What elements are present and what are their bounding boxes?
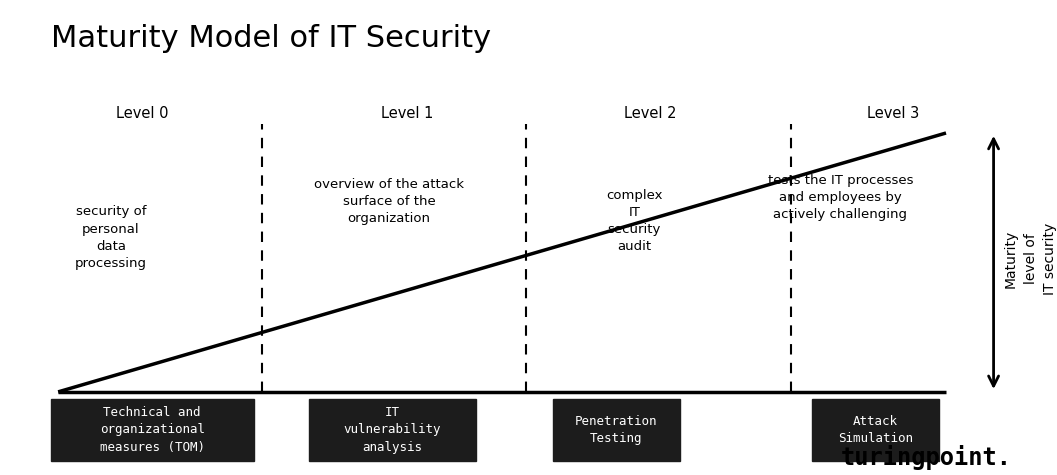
Text: Maturity Model of IT Security: Maturity Model of IT Security	[51, 24, 490, 53]
Text: Level 3: Level 3	[867, 106, 920, 122]
FancyBboxPatch shape	[51, 399, 254, 461]
Text: Level 1: Level 1	[381, 106, 433, 122]
Text: Level 0: Level 0	[116, 106, 169, 122]
FancyBboxPatch shape	[812, 399, 939, 461]
Text: tests the IT processes
and employees by
actively challenging: tests the IT processes and employees by …	[767, 174, 913, 220]
Text: complex
IT
security
audit: complex IT security audit	[606, 189, 663, 253]
FancyBboxPatch shape	[553, 399, 680, 461]
Text: turingpoint.: turingpoint.	[840, 445, 1012, 470]
Text: Technical and
organizational
measures (TOM): Technical and organizational measures (T…	[99, 406, 205, 454]
Text: Attack
Simulation: Attack Simulation	[838, 415, 912, 445]
Text: Level 2: Level 2	[624, 106, 676, 122]
Text: Penetration
Testing: Penetration Testing	[575, 415, 657, 445]
Text: security of
personal
data
processing: security of personal data processing	[75, 206, 147, 269]
Text: overview of the attack
surface of the
organization: overview of the attack surface of the or…	[314, 179, 464, 225]
Text: IT
vulnerability
analysis: IT vulnerability analysis	[344, 406, 441, 454]
Text: Maturity
level of
IT security: Maturity level of IT security	[1004, 223, 1057, 295]
FancyBboxPatch shape	[309, 399, 476, 461]
